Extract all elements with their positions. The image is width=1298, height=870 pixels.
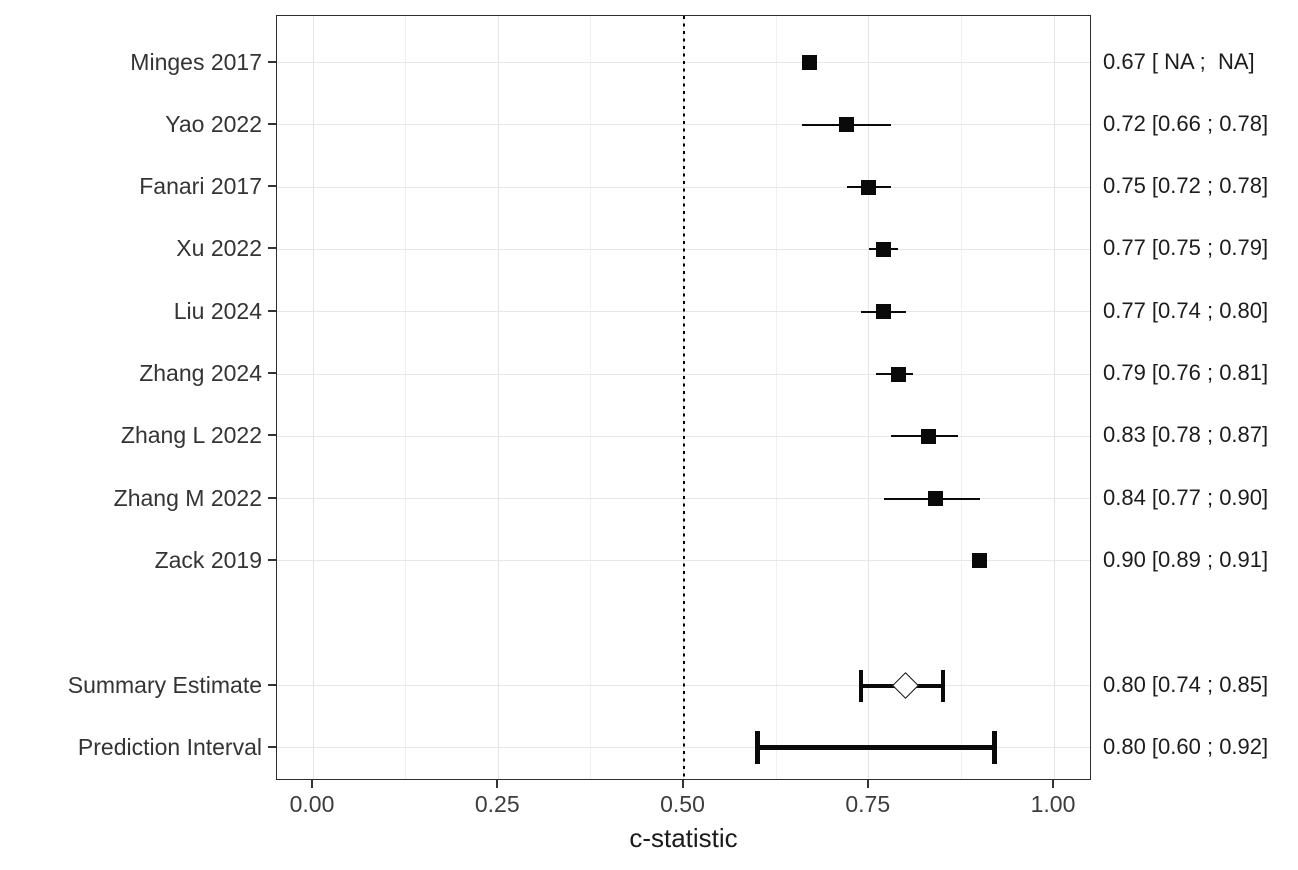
gridline-v-major bbox=[868, 16, 870, 779]
annotation: 0.80 [0.60 ; 0.92] bbox=[1103, 733, 1269, 759]
x-tick bbox=[496, 780, 499, 788]
y-tick bbox=[268, 309, 276, 312]
annotation: 0.80 [0.74 ; 0.85] bbox=[1103, 671, 1269, 697]
y-tick bbox=[268, 60, 276, 63]
annotation: 0.84 [0.77 ; 0.90] bbox=[1103, 484, 1269, 510]
study-label: Zhang L 2022 bbox=[120, 422, 262, 449]
y-tick bbox=[268, 185, 276, 188]
study-label: Zhang M 2022 bbox=[113, 484, 262, 511]
study-square bbox=[927, 491, 943, 507]
annotation: 0.72 [0.66 ; 0.78] bbox=[1103, 110, 1269, 136]
study-label: Minges 2017 bbox=[130, 48, 262, 75]
x-tick-label: 0.00 bbox=[289, 791, 335, 817]
study-label: Zhang 2024 bbox=[139, 360, 262, 386]
y-tick bbox=[268, 496, 276, 499]
annotation: 0.75 [0.72 ; 0.78] bbox=[1103, 173, 1269, 199]
prediction-cap-left bbox=[755, 731, 761, 765]
gridline-v-major bbox=[312, 16, 314, 779]
gridline-v-minor bbox=[960, 16, 962, 779]
x-axis-title: c-statistic bbox=[629, 823, 738, 853]
study-label: Liu 2024 bbox=[173, 297, 262, 324]
y-tick bbox=[268, 372, 276, 374]
y-tick bbox=[268, 683, 276, 686]
y-tick bbox=[268, 434, 276, 437]
annotation: 0.79 [0.76 ; 0.81] bbox=[1103, 360, 1269, 385]
study-square bbox=[876, 304, 892, 320]
x-tick-label: 0.50 bbox=[660, 791, 705, 817]
y-tick bbox=[268, 122, 276, 125]
reference-line bbox=[682, 16, 685, 779]
gridline-v-minor bbox=[775, 16, 777, 779]
annotation: 0.77 [0.75 ; 0.79] bbox=[1103, 235, 1269, 261]
y-tick bbox=[268, 247, 276, 250]
x-tick-label: 1.00 bbox=[1030, 791, 1076, 817]
prediction-interval-line bbox=[757, 745, 995, 751]
summary-diamond bbox=[892, 672, 920, 699]
y-tick bbox=[268, 558, 276, 561]
gridline-v-major bbox=[497, 16, 499, 779]
summary-ci-cap-left bbox=[859, 669, 864, 702]
y-tick bbox=[268, 745, 276, 748]
study-square bbox=[876, 241, 892, 257]
x-tick-label: 0.25 bbox=[474, 791, 520, 817]
study-label: Yao 2022 bbox=[165, 110, 262, 137]
study-label: Zack 2019 bbox=[154, 546, 262, 573]
study-label: Xu 2022 bbox=[176, 235, 262, 262]
gridline-v-major bbox=[1053, 16, 1055, 779]
x-tick-label: 0.75 bbox=[845, 791, 891, 817]
study-square bbox=[801, 55, 817, 70]
study-label: Summary Estimate bbox=[67, 671, 262, 698]
gridline-v-minor bbox=[590, 16, 592, 779]
study-square bbox=[972, 553, 988, 569]
annotation: 0.77 [0.74 ; 0.80] bbox=[1103, 297, 1269, 323]
annotation: 0.90 [0.89 ; 0.91] bbox=[1103, 546, 1269, 572]
prediction-cap-right bbox=[992, 731, 998, 765]
study-label: Prediction Interval bbox=[77, 733, 262, 760]
x-tick bbox=[681, 780, 684, 788]
summary-ci-cap-right bbox=[940, 669, 945, 702]
study-label: Fanari 2017 bbox=[139, 173, 262, 200]
study-square bbox=[890, 366, 906, 382]
x-tick bbox=[311, 780, 313, 788]
study-square bbox=[839, 117, 855, 133]
x-tick bbox=[1052, 780, 1054, 788]
annotation: 0.67 [ NA ; NA] bbox=[1103, 48, 1255, 74]
x-tick bbox=[866, 780, 869, 788]
gridline-v-minor bbox=[405, 16, 407, 779]
annotation: 0.83 [0.78 ; 0.87] bbox=[1103, 422, 1269, 448]
study-square bbox=[920, 428, 936, 444]
study-square bbox=[861, 179, 877, 195]
plot-panel bbox=[276, 15, 1091, 780]
